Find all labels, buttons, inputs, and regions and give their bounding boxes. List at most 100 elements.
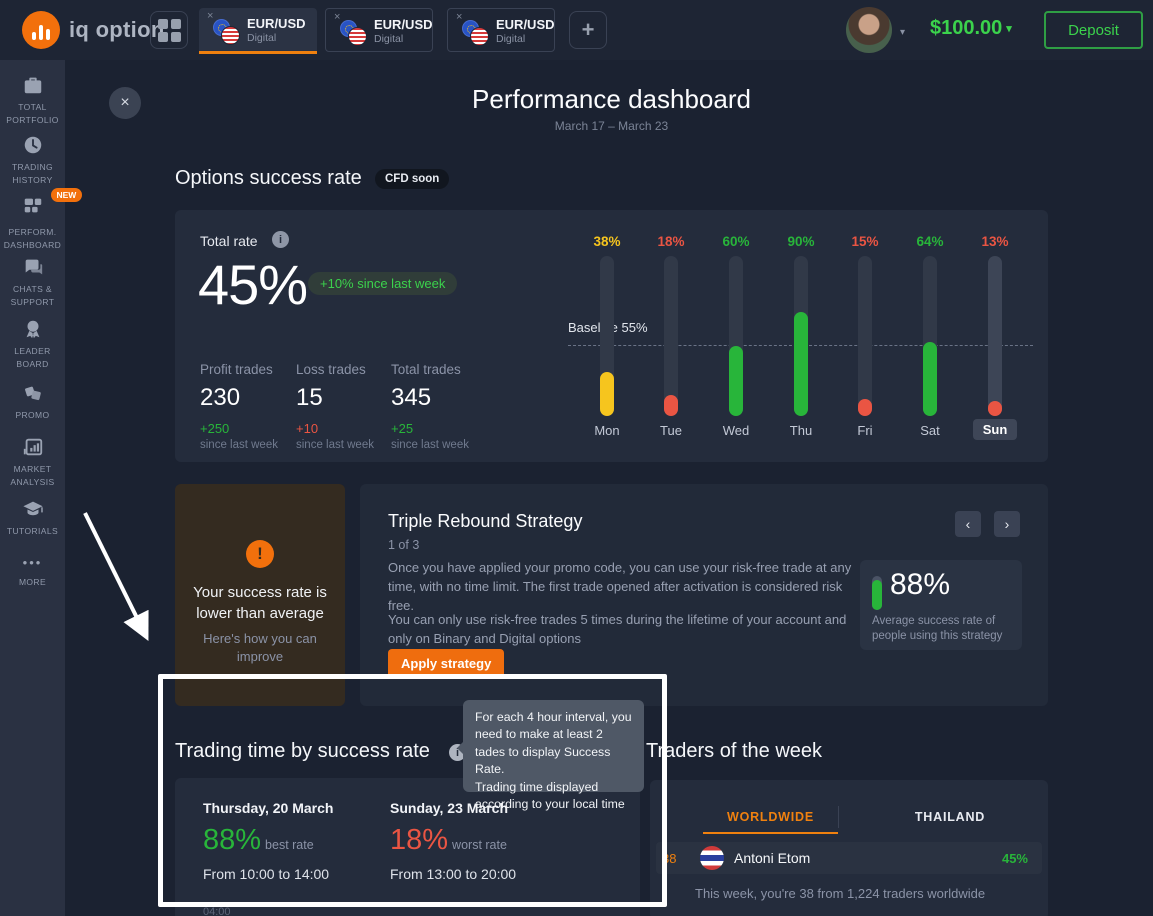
asset-tab-2[interactable]: × EUR/USD Digital <box>325 8 433 52</box>
tab-worldwide[interactable]: WORLDWIDE <box>726 810 815 824</box>
sidebar-item-total-portfolio[interactable]: TOTAL PORTFOLIO <box>0 74 65 127</box>
asset-tab-3[interactable]: × EUR/USD Digital <box>447 8 555 52</box>
bar-fill <box>664 395 678 416</box>
bar-value-label: 64% <box>916 234 944 249</box>
bar-day-label: Sat <box>920 423 940 438</box>
bar-value-label: 13% <box>981 234 1009 249</box>
tt-range: From 10:00 to 14:00 <box>203 866 330 882</box>
strategy-card: Triple Rebound Strategy 1 of 3 Once you … <box>360 484 1048 706</box>
stat-label: Profit trades <box>200 362 273 377</box>
bar-value-label: 60% <box>722 234 750 249</box>
bar-value-label: 18% <box>657 234 685 249</box>
bar-track <box>729 256 743 416</box>
time-axis-label: 04:00 <box>203 906 231 916</box>
eurusd-flag-icon <box>213 19 240 44</box>
deposit-button[interactable]: Deposit <box>1044 11 1143 49</box>
stat-delta: +10 <box>296 421 319 436</box>
sidebar-item-label: TUTORIALS <box>6 526 59 536</box>
close-tab-icon[interactable]: × <box>456 11 463 23</box>
strategy-title: Triple Rebound Strategy <box>388 511 583 531</box>
tt-date: Sunday, 23 March <box>390 800 509 816</box>
trend-pill: +10% since last week <box>308 272 458 295</box>
sidebar-item-tutorials[interactable]: TUTORIALS <box>0 498 65 538</box>
chart-bar-fri: 15% Fri <box>835 234 895 440</box>
tt-rate-value: 18% <box>390 824 449 856</box>
medal-icon <box>26 320 39 339</box>
chevron-down-icon[interactable]: ▾ <box>900 27 906 38</box>
stat-label: Total trades <box>391 362 461 377</box>
tab-type: Digital <box>374 33 404 45</box>
thailand-flag-icon <box>700 846 724 870</box>
sidebar: TOTAL PORTFOLIO TRADING HISTORY NEW PERF… <box>0 60 83 916</box>
sidebar-item-label: CHATS & SUPPORT <box>10 284 55 307</box>
bar-fill <box>858 399 872 416</box>
tt-date: Thursday, 20 March <box>203 800 334 816</box>
bar-track <box>664 256 678 416</box>
sidebar-item-label: TRADING HISTORY <box>11 162 54 185</box>
eurusd-flag-icon <box>340 20 367 45</box>
mini-bar-icon <box>872 576 882 610</box>
apply-strategy-button[interactable]: Apply strategy <box>388 649 505 678</box>
sidebar-item-promo[interactable]: PROMO <box>0 382 65 422</box>
close-dashboard-button[interactable]: × <box>109 87 141 119</box>
briefcase-icon <box>24 77 41 94</box>
traders-caption: This week, you're 38 from 1,224 traders … <box>695 886 986 901</box>
tt-rate-tag: best rate <box>265 838 314 852</box>
tab-type: Digital <box>247 32 277 44</box>
stat-delta: +250 <box>200 421 230 436</box>
bar-track <box>858 256 872 416</box>
sidebar-item-label: PERFORM. DASHBOARD <box>3 227 62 250</box>
bar-fill <box>794 312 808 416</box>
bar-fill <box>923 342 937 416</box>
close-tab-icon[interactable]: × <box>334 11 341 23</box>
new-badge: NEW <box>50 188 83 202</box>
bar-track <box>794 256 808 416</box>
trading-time-card: Thursday, 20 March 88% best rate From 10:… <box>175 778 640 916</box>
promo-tags-icon <box>24 386 41 401</box>
bar-fill <box>988 401 1002 416</box>
balance-dropdown[interactable]: $100.00 ▾ <box>930 17 1012 40</box>
sidebar-item-perform-dashboard[interactable]: NEW PERFORM. DASHBOARD <box>0 188 83 252</box>
tab-thailand[interactable]: THAILAND <box>914 810 986 824</box>
info-icon[interactable]: i <box>272 231 289 248</box>
page-title: Performance dashboard <box>472 84 751 114</box>
add-tab-button[interactable]: + <box>569 11 607 49</box>
strategy-paragraph: Once you have applied your promo code, y… <box>388 560 852 613</box>
stat-value: 230 <box>200 384 241 411</box>
tab-divider <box>838 806 839 828</box>
tt-rate: 18% worst rate <box>390 824 516 857</box>
sidebar-item-market-analysis[interactable]: MARKET ANALYSIS <box>0 436 65 489</box>
strategy-stat-value: 88% <box>890 568 951 601</box>
sidebar-item-label: PROMO <box>15 410 50 420</box>
sidebar-item-chats-support[interactable]: CHATS & SUPPORT <box>0 256 65 309</box>
date-range: March 17 – March 23 <box>554 119 669 133</box>
sidebar-item-label: MORE <box>18 577 47 587</box>
stat-profit-trades: Profit trades 230 +250 since last week <box>200 362 295 451</box>
asset-grid-button[interactable] <box>150 11 188 49</box>
strategy-stat-box: 88% Average success rate of people using… <box>860 560 1022 650</box>
trader-row[interactable]: 38 Antoni Etom 45% <box>656 842 1042 874</box>
prev-strategy-button[interactable]: ‹ <box>955 511 981 537</box>
balance-value: $100.00 <box>930 17 1003 39</box>
chart-bar-mon: 38% Mon <box>577 234 637 440</box>
sidebar-item-leader-board[interactable]: LEADER BOARD <box>0 318 65 371</box>
strategy-stat-caption: Average success rate of people using thi… <box>872 615 1003 642</box>
sidebar-item-more[interactable]: ••• MORE <box>0 555 65 589</box>
asset-tab-1[interactable]: × EUR/USD Digital <box>199 8 317 54</box>
strategy-step: 1 of 3 <box>388 538 420 552</box>
sidebar-item-label: LEADER BOARD <box>14 346 51 369</box>
market-analysis-icon <box>23 438 42 456</box>
sidebar-item-trading-history[interactable]: TRADING HISTORY <box>0 134 65 187</box>
options-success-rate-heading: Options success rate <box>175 167 362 189</box>
next-strategy-button[interactable]: › <box>994 511 1020 537</box>
stat-loss-trades: Loss trades 15 +10 since last week <box>296 362 391 451</box>
alert-title: Your success rate is lower than average <box>193 584 327 622</box>
close-tab-icon[interactable]: × <box>207 10 214 22</box>
bar-track <box>988 256 1002 416</box>
avatar[interactable] <box>846 7 892 53</box>
logo-bars-icon <box>22 11 60 49</box>
more-dots-icon: ••• <box>22 555 43 570</box>
chevron-down-icon: ▾ <box>1006 23 1012 35</box>
sidebar-item-label: MARKET ANALYSIS <box>10 464 55 487</box>
